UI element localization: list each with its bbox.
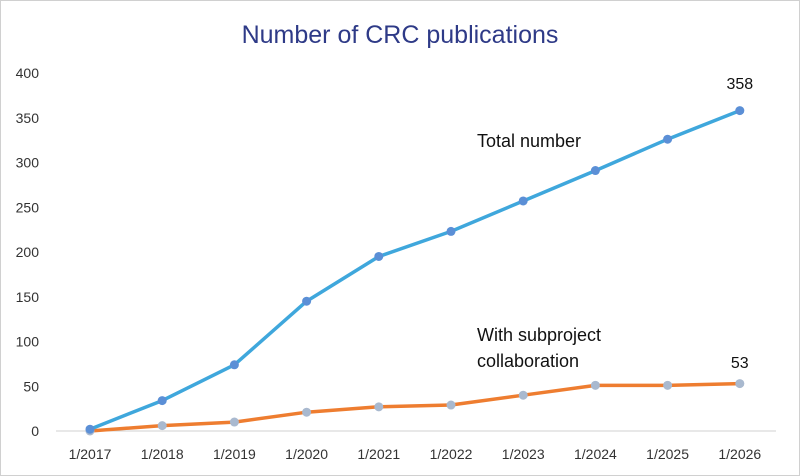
data-point: [374, 251, 384, 261]
x-tick-label: 1/2018: [141, 446, 184, 462]
y-tick-label: 250: [16, 199, 40, 215]
x-tick-label: 1/2019: [213, 446, 256, 462]
data-point: [735, 106, 745, 116]
series-total: [85, 106, 745, 434]
data-point: [229, 360, 239, 370]
data-point: [302, 407, 312, 417]
y-tick-label: 300: [16, 155, 40, 171]
data-point: [229, 417, 239, 427]
data-point: [590, 166, 600, 176]
x-tick-label: 1/2026: [718, 446, 761, 462]
label-layer: Total number With subproject collaboration…: [477, 76, 753, 372]
data-point: [85, 424, 95, 434]
x-tick-label: 1/2022: [430, 446, 473, 462]
y-tick-label: 200: [16, 244, 40, 260]
series-line: [88, 108, 742, 431]
y-axis-ticks: 0 50 100 150 200 250 300 350 400: [16, 65, 40, 439]
series-name-total: Total number: [477, 131, 581, 151]
data-point: [663, 380, 673, 390]
data-point: [518, 390, 528, 400]
data-label-total-end: 358: [726, 76, 753, 93]
data-point: [302, 296, 312, 306]
data-point: [157, 396, 167, 406]
data-point: [157, 421, 167, 431]
series-collaboration: [85, 379, 745, 436]
series-name-collaboration-line1: With subproject: [477, 325, 601, 345]
y-tick-label: 50: [23, 378, 39, 394]
y-tick-label: 350: [16, 110, 40, 126]
data-point: [663, 134, 673, 144]
y-tick-label: 100: [16, 334, 40, 350]
x-tick-label: 1/2023: [502, 446, 545, 462]
data-point: [735, 379, 745, 389]
x-tick-label: 1/2024: [574, 446, 617, 462]
y-tick-label: 400: [16, 65, 40, 81]
data-point: [374, 402, 384, 412]
series-layer: [85, 106, 745, 436]
x-tick-label: 1/2025: [646, 446, 689, 462]
data-point: [518, 196, 528, 206]
x-tick-label: 1/2017: [69, 446, 112, 462]
y-tick-label: 0: [31, 423, 39, 439]
x-tick-label: 1/2021: [357, 446, 400, 462]
x-tick-label: 1/2020: [285, 446, 328, 462]
chart-title: Number of CRC publications: [242, 21, 559, 49]
data-point: [446, 226, 456, 236]
series-line: [88, 381, 742, 433]
series-name-collaboration-line2: collaboration: [477, 351, 579, 371]
data-point: [446, 400, 456, 410]
data-point: [590, 380, 600, 390]
y-tick-label: 150: [16, 289, 40, 305]
data-label-collaboration-end: 53: [731, 355, 749, 372]
x-axis-ticks: 1/2017 1/2018 1/2019 1/2020 1/2021 1/2022 1/20…: [69, 446, 762, 462]
